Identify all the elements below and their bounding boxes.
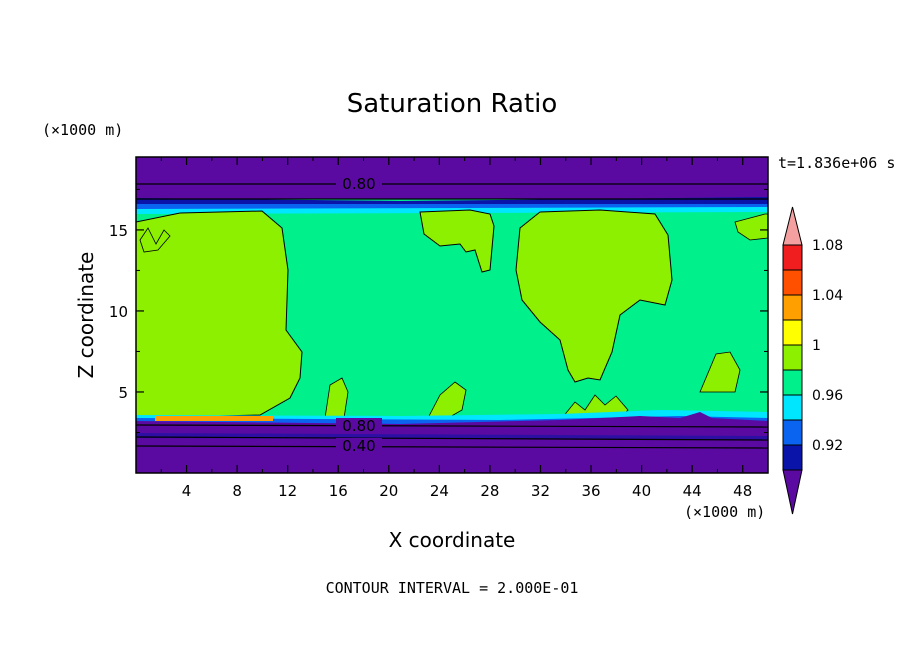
chart-title: Saturation Ratio	[347, 89, 558, 119]
colorbar-swatch	[782, 269, 803, 296]
contour-lower-3	[135, 445, 769, 449]
y-axis-label: Z coordinate	[74, 252, 98, 379]
lower-purple-band	[136, 412, 768, 473]
x-tick-label: 32	[531, 482, 550, 500]
contour-label: 0.40	[342, 437, 375, 455]
contour-label: 0.80	[342, 417, 375, 435]
contour-lower-2	[135, 436, 769, 441]
region-blob-c	[699, 351, 741, 393]
x-unit-label: (×1000 m)	[684, 503, 765, 521]
region-hanging	[419, 209, 495, 273]
colorbar-label: 1.08	[812, 238, 843, 254]
colorbar-swatch	[782, 394, 803, 421]
contour-label-group: 0.80 0.80 0.40	[336, 175, 382, 455]
colorbar-swatch	[782, 369, 803, 396]
x-tick-label: 48	[733, 482, 752, 500]
y-tick-label: 10	[109, 303, 128, 321]
contour-lower-1	[135, 424, 769, 428]
plot-frame	[135, 156, 769, 474]
x-axis-label: X coordinate	[389, 528, 516, 552]
x-tick-label: 20	[379, 482, 398, 500]
colorbar-label: 1	[812, 338, 821, 354]
x-tick-label: 24	[430, 482, 449, 500]
y-axis: 5 10 15	[109, 188, 768, 433]
y-tick-label: 5	[118, 384, 128, 402]
region-far-right	[734, 213, 768, 241]
colorbar-label: 0.96	[812, 388, 843, 404]
contour-label: 0.80	[342, 175, 375, 193]
time-label: t=1.836e+06 s	[778, 154, 895, 172]
y-tick-label: 15	[109, 222, 128, 240]
colorbar-high-triangle	[782, 206, 803, 246]
region-top-left-wisps	[139, 227, 171, 253]
region-center-right	[515, 209, 673, 383]
x-axis: 4 8 12 16 20 24 28 32 36 40 44 48	[160, 157, 752, 500]
colorbar-swatch	[782, 344, 803, 371]
colorbar-swatch	[782, 319, 803, 346]
contour-field	[136, 157, 768, 473]
x-tick-label: 44	[683, 482, 702, 500]
x-tick-label: 16	[329, 482, 348, 500]
colorbar: 0.92 0.96 1 1.04 1.08	[782, 206, 843, 515]
colorbar-swatch	[782, 294, 803, 321]
colorbar-swatch	[782, 444, 803, 471]
x-tick-label: 12	[278, 482, 297, 500]
colorbar-label: 1.04	[812, 288, 843, 304]
x-tick-label: 4	[182, 482, 192, 500]
y-unit-label: (×1000 m)	[42, 121, 123, 139]
upper-purple-band	[136, 157, 768, 199]
x-tick-label: 28	[480, 482, 499, 500]
colorbar-low-triangle	[782, 469, 803, 515]
x-tick-label: 40	[632, 482, 651, 500]
warm-spot	[155, 416, 273, 421]
colorbar-label: 0.92	[812, 438, 843, 454]
x-tick-label: 8	[232, 482, 242, 500]
contour-lines	[135, 183, 769, 449]
colorbar-swatch	[782, 419, 803, 446]
contour-interval-note: CONTOUR INTERVAL = 2.000E-01	[326, 579, 579, 597]
colorbar-swatch	[782, 244, 803, 271]
x-tick-label: 36	[581, 482, 600, 500]
